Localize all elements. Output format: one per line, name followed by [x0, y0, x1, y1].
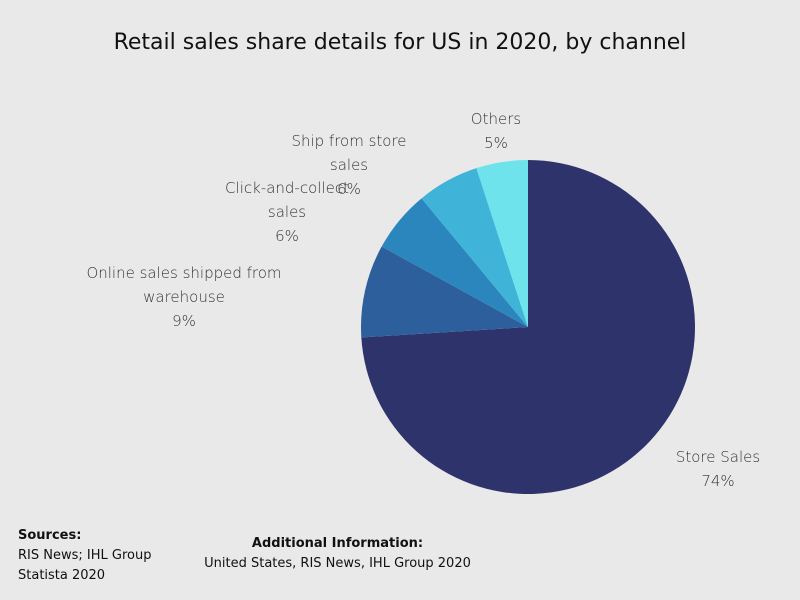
sources-heading: Sources: [18, 528, 82, 543]
pie-slice-1 [361, 160, 695, 494]
additional-info-text: United States, RIS News, IHL Group 2020 [204, 556, 471, 571]
pie-slice-2 [361, 246, 528, 338]
pie-slice-3 [381, 198, 528, 327]
sources-block: Sources: RIS News; IHL Group Statista 20… [18, 526, 151, 586]
slice-label-5: Others 5% [471, 110, 521, 152]
pie-slice-4 [421, 168, 528, 327]
additional-info-heading: Additional Information: [251, 536, 424, 551]
additional-info-block: Additional Information: United States, R… [200, 534, 475, 574]
chart-title: Retail sales share details for US in 202… [113, 30, 687, 55]
slice-label-3: Click-and-collect sales 6% [225, 179, 349, 245]
slice-label-4: Ship from store sales 6% [291, 132, 406, 198]
source-line-2: Statista 2020 [18, 568, 106, 583]
slice-label-2: Online sales shipped from warehouse 9% [86, 264, 281, 330]
source-line-1: RIS News; IHL Group [18, 548, 152, 563]
slice-label-1: Store Sales 74% [676, 448, 760, 490]
pie-slice-5 [476, 160, 528, 327]
